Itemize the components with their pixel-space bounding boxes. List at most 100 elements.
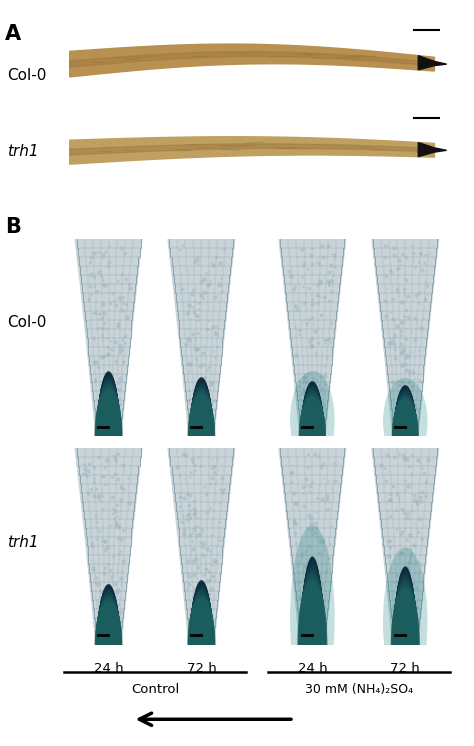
Ellipse shape bbox=[301, 383, 324, 489]
Ellipse shape bbox=[393, 386, 417, 486]
Text: trh1: trh1 bbox=[8, 536, 39, 551]
Ellipse shape bbox=[96, 593, 121, 698]
Ellipse shape bbox=[189, 386, 214, 487]
Ellipse shape bbox=[301, 558, 324, 733]
Text: B: B bbox=[5, 217, 20, 237]
Ellipse shape bbox=[392, 396, 419, 477]
Ellipse shape bbox=[188, 591, 215, 700]
Ellipse shape bbox=[393, 568, 417, 722]
Ellipse shape bbox=[392, 574, 418, 716]
Ellipse shape bbox=[189, 387, 214, 486]
Ellipse shape bbox=[190, 380, 213, 493]
Ellipse shape bbox=[298, 579, 327, 712]
Ellipse shape bbox=[190, 580, 213, 710]
Polygon shape bbox=[168, 448, 235, 645]
Ellipse shape bbox=[392, 582, 419, 709]
Ellipse shape bbox=[300, 390, 325, 483]
Ellipse shape bbox=[392, 393, 418, 480]
Ellipse shape bbox=[190, 583, 213, 708]
Polygon shape bbox=[70, 44, 435, 77]
Ellipse shape bbox=[392, 583, 419, 708]
Ellipse shape bbox=[188, 596, 215, 695]
Ellipse shape bbox=[392, 579, 419, 712]
Ellipse shape bbox=[95, 599, 122, 692]
Ellipse shape bbox=[300, 565, 325, 725]
Ellipse shape bbox=[96, 592, 121, 699]
Polygon shape bbox=[70, 137, 435, 164]
Polygon shape bbox=[75, 239, 142, 436]
Ellipse shape bbox=[96, 592, 121, 698]
Ellipse shape bbox=[391, 584, 419, 706]
Ellipse shape bbox=[299, 567, 326, 724]
Ellipse shape bbox=[95, 601, 122, 690]
Ellipse shape bbox=[391, 585, 419, 706]
Ellipse shape bbox=[96, 589, 121, 702]
Ellipse shape bbox=[189, 587, 214, 703]
Ellipse shape bbox=[189, 385, 214, 488]
Ellipse shape bbox=[301, 385, 324, 488]
Ellipse shape bbox=[299, 568, 326, 722]
Ellipse shape bbox=[392, 395, 418, 477]
Ellipse shape bbox=[393, 388, 417, 485]
Ellipse shape bbox=[301, 383, 324, 490]
Text: 30 mM (NH₄)₂SO₄: 30 mM (NH₄)₂SO₄ bbox=[305, 683, 413, 696]
Ellipse shape bbox=[95, 388, 122, 485]
Ellipse shape bbox=[97, 373, 120, 500]
Text: 72 h: 72 h bbox=[391, 662, 420, 675]
Polygon shape bbox=[279, 448, 346, 645]
Ellipse shape bbox=[189, 589, 214, 702]
Polygon shape bbox=[279, 239, 346, 436]
Polygon shape bbox=[372, 448, 439, 645]
Polygon shape bbox=[168, 239, 235, 436]
Ellipse shape bbox=[95, 595, 122, 695]
Ellipse shape bbox=[392, 395, 418, 478]
Ellipse shape bbox=[300, 386, 325, 487]
Ellipse shape bbox=[189, 586, 214, 705]
Ellipse shape bbox=[190, 584, 213, 706]
Ellipse shape bbox=[188, 392, 215, 480]
Ellipse shape bbox=[96, 377, 121, 496]
Ellipse shape bbox=[394, 385, 417, 488]
Ellipse shape bbox=[393, 389, 417, 484]
Ellipse shape bbox=[97, 588, 120, 703]
Text: A: A bbox=[5, 24, 21, 44]
Ellipse shape bbox=[95, 600, 122, 691]
Ellipse shape bbox=[391, 588, 420, 703]
Ellipse shape bbox=[95, 384, 122, 489]
Ellipse shape bbox=[299, 395, 326, 478]
Ellipse shape bbox=[190, 581, 213, 709]
Ellipse shape bbox=[97, 586, 120, 705]
Ellipse shape bbox=[393, 392, 418, 481]
Ellipse shape bbox=[393, 574, 418, 717]
Ellipse shape bbox=[393, 570, 417, 721]
Ellipse shape bbox=[301, 382, 324, 491]
Ellipse shape bbox=[95, 382, 122, 491]
Text: Col-0: Col-0 bbox=[8, 316, 47, 330]
Ellipse shape bbox=[188, 593, 215, 698]
Ellipse shape bbox=[95, 386, 122, 487]
Ellipse shape bbox=[97, 372, 120, 501]
Ellipse shape bbox=[190, 582, 213, 709]
Ellipse shape bbox=[94, 389, 123, 483]
Ellipse shape bbox=[188, 597, 215, 694]
Ellipse shape bbox=[391, 586, 420, 704]
Ellipse shape bbox=[96, 378, 121, 495]
Ellipse shape bbox=[189, 590, 214, 700]
Polygon shape bbox=[70, 144, 435, 155]
Polygon shape bbox=[70, 51, 435, 67]
Ellipse shape bbox=[393, 571, 418, 720]
Ellipse shape bbox=[97, 372, 120, 501]
Text: 24 h: 24 h bbox=[298, 662, 327, 675]
Ellipse shape bbox=[96, 594, 121, 697]
Polygon shape bbox=[418, 56, 447, 70]
Polygon shape bbox=[372, 239, 439, 436]
Ellipse shape bbox=[392, 398, 419, 475]
Ellipse shape bbox=[97, 584, 120, 706]
Ellipse shape bbox=[392, 580, 419, 710]
Ellipse shape bbox=[97, 375, 120, 498]
Ellipse shape bbox=[190, 378, 213, 495]
Ellipse shape bbox=[393, 389, 418, 483]
Ellipse shape bbox=[188, 595, 215, 696]
Ellipse shape bbox=[188, 592, 215, 699]
Ellipse shape bbox=[96, 589, 121, 701]
